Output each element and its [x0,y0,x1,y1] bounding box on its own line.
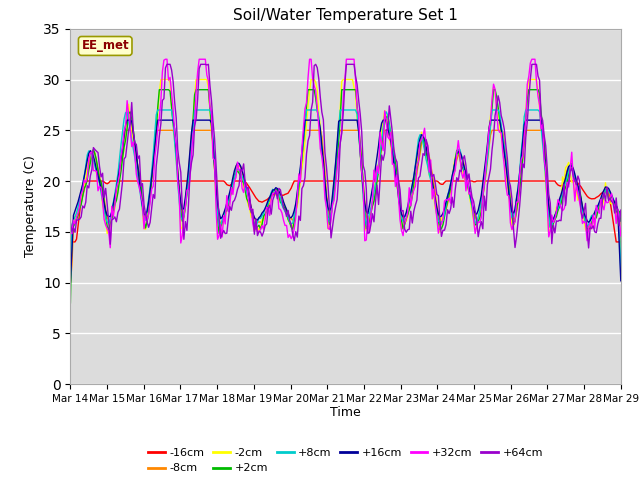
+16cm [260,208,268,214]
+64cm [260,229,268,235]
-8cm [588,221,595,227]
+2cm [232,169,240,175]
+64cm [585,245,593,251]
+16cm [250,215,258,220]
-8cm [260,216,268,221]
+8cm [617,271,625,277]
+2cm [617,218,625,224]
+16cm [124,117,131,123]
+32cm [136,185,143,191]
+16cm [308,117,316,123]
Line: +64cm: +64cm [70,64,621,248]
+2cm [260,213,268,219]
+8cm [260,211,268,216]
+64cm [617,207,625,213]
-2cm [617,219,625,225]
+64cm [250,231,258,237]
Line: +32cm: +32cm [70,59,621,248]
Line: +2cm: +2cm [70,90,621,303]
+32cm [252,218,260,224]
-16cm [136,178,143,184]
+2cm [308,87,316,93]
-2cm [589,219,597,225]
-2cm [157,77,164,83]
+8cm [232,167,240,173]
Line: -2cm: -2cm [70,80,621,235]
-16cm [308,178,316,184]
+64cm [308,99,316,105]
+32cm [162,56,170,62]
+64cm [232,193,240,199]
-16cm [81,178,88,184]
+32cm [261,217,269,223]
+16cm [617,278,625,284]
+8cm [154,107,162,113]
+8cm [250,223,258,228]
+64cm [134,156,141,161]
Line: -16cm: -16cm [70,181,621,242]
+8cm [134,176,141,182]
+16cm [136,179,143,184]
+32cm [234,159,241,165]
Line: -8cm: -8cm [70,130,621,283]
X-axis label: Time: Time [330,407,361,420]
-8cm [250,215,258,221]
+2cm [250,222,258,228]
Legend: -16cm, -8cm, -2cm, +2cm, +8cm, +16cm, +32cm, +64cm: -16cm, -8cm, -2cm, +2cm, +8cm, +16cm, +3… [144,444,547,478]
Title: Soil/Water Temperature Set 1: Soil/Water Temperature Set 1 [233,9,458,24]
-2cm [232,163,240,168]
+32cm [617,233,625,239]
+32cm [589,212,597,217]
-16cm [232,178,240,184]
+64cm [163,61,171,67]
Line: +8cm: +8cm [70,110,621,279]
-16cm [250,192,258,198]
+64cm [589,223,597,229]
+16cm [67,280,74,286]
-16cm [588,196,595,202]
+8cm [308,107,316,113]
-16cm [67,239,74,245]
-8cm [617,255,625,261]
Text: EE_met: EE_met [81,39,129,52]
-8cm [67,280,74,286]
+8cm [67,276,74,282]
-8cm [232,169,240,175]
+2cm [156,87,163,93]
-2cm [67,221,74,227]
+8cm [588,213,595,218]
-8cm [122,127,129,133]
-8cm [136,175,143,181]
-2cm [545,232,552,238]
+64cm [67,220,74,226]
-2cm [308,77,316,83]
-16cm [617,239,625,245]
+32cm [67,230,74,236]
-16cm [260,198,268,204]
+32cm [310,83,318,89]
+2cm [588,219,595,225]
Y-axis label: Temperature (C): Temperature (C) [24,156,38,257]
+16cm [588,215,595,220]
-2cm [250,228,258,234]
+2cm [67,300,74,306]
-8cm [308,127,316,133]
Line: +16cm: +16cm [70,120,621,283]
+16cm [232,163,240,169]
-2cm [134,172,141,178]
+2cm [134,164,141,170]
-2cm [260,217,268,223]
+32cm [106,245,114,251]
